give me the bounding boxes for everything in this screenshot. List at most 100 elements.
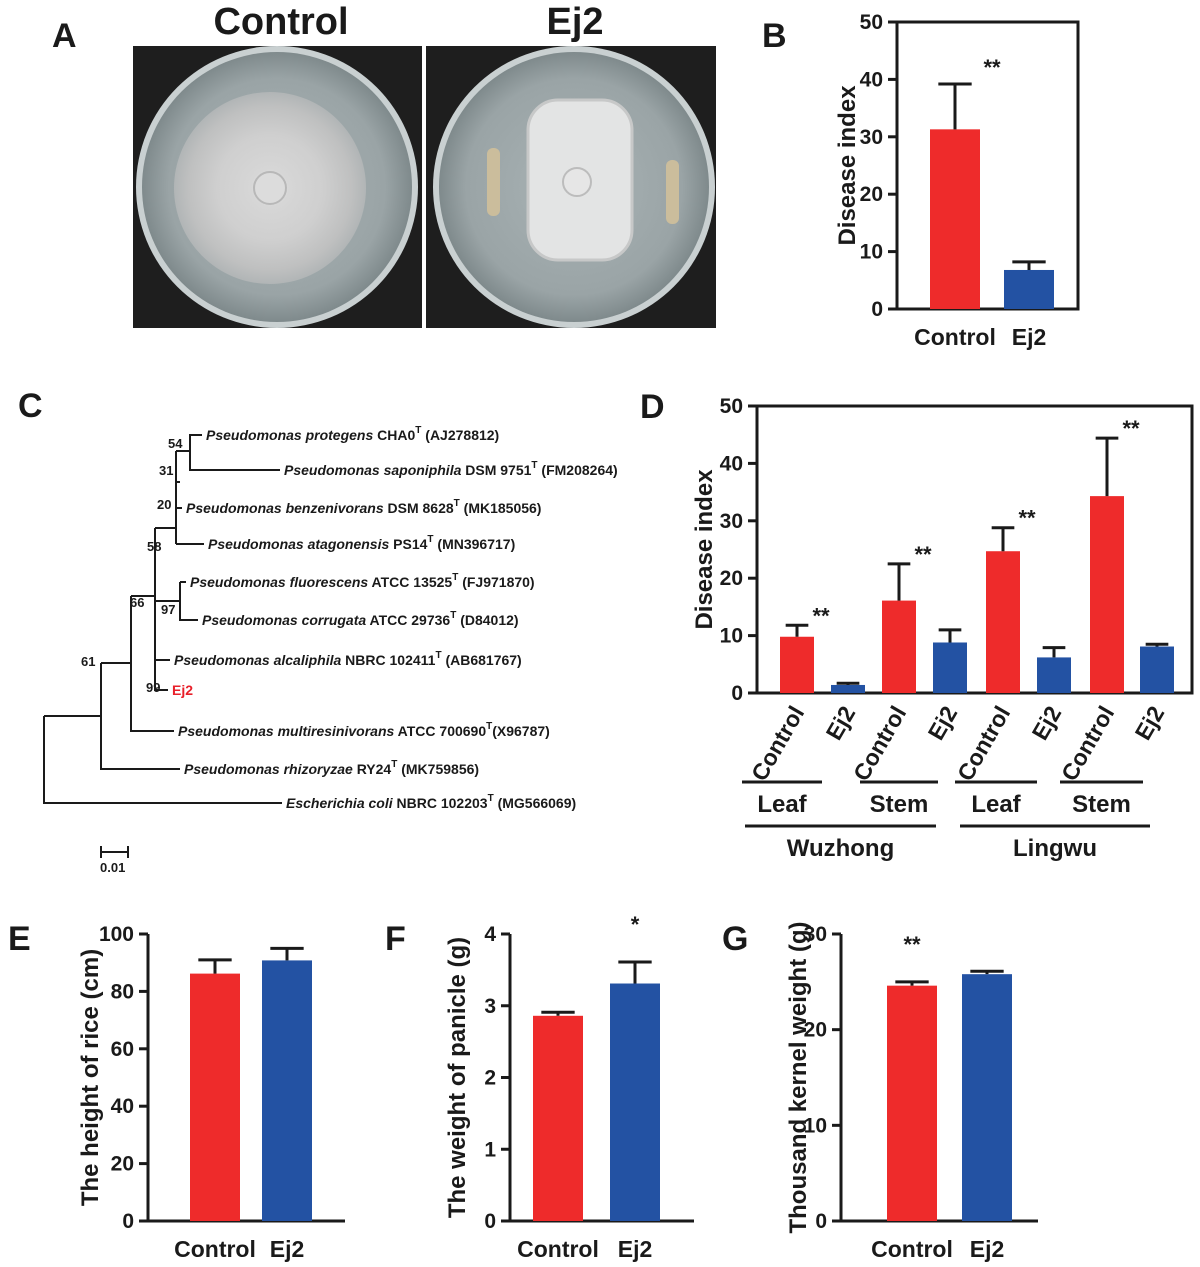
y-tick-label: 50 [860, 11, 883, 34]
y-tick-label: 3 [484, 995, 496, 1018]
taxon-2-accession: (FM208264) [541, 462, 617, 478]
bar [882, 600, 916, 693]
y-tick-label: 0 [484, 1210, 496, 1233]
error-bar [198, 958, 232, 974]
tree-taxon-10: Pseudomonas rhizoryzae RY24T (MK759856) [184, 759, 479, 777]
bootstrap-value: 20 [157, 497, 171, 512]
y-tick-label: 10 [804, 1114, 827, 1137]
scale-bar-label: 0.01 [100, 860, 125, 875]
y-axis-title: Thousand kernel weight (g) [785, 921, 812, 1233]
taxon-3-strain: DSM 8628 [388, 500, 454, 516]
tissue-group-label: Leaf [971, 791, 1021, 818]
tree-taxon-1: Pseudomonas protegens CHA0T (AJ278812) [206, 425, 499, 443]
tree-taxon-5: Pseudomonas fluorescens ATCC 13525T (FJ9… [190, 572, 535, 590]
error-bar [541, 1010, 575, 1016]
plot-frame [755, 404, 1194, 695]
taxon-5-accession: (FJ971870) [462, 574, 534, 590]
x-tick-label: Control [871, 1236, 953, 1262]
tissue-group-label: Leaf [757, 791, 807, 818]
error-bar [270, 946, 304, 961]
photo-title-ej2: Ej2 [546, 1, 603, 43]
error-bar [938, 628, 962, 643]
bar [933, 642, 967, 693]
taxon-10-species: Pseudomonas rhizoryzae [184, 761, 353, 777]
tree-taxon-7: Pseudomonas alcaliphila NBRC 102411T (AB… [174, 650, 522, 668]
tree-taxon-9: Pseudomonas multiresinivorans ATCC 70069… [178, 721, 550, 739]
y-tick-label: 20 [111, 1153, 134, 1176]
plot-frame [895, 20, 1080, 311]
y-tick-label: 30 [804, 923, 827, 946]
bootstrap-value: 58 [147, 539, 161, 554]
x-tick-label: Ej2 [270, 1236, 305, 1262]
tree-taxon-11: Escherichia coli NBRC 102203T (MG566069) [286, 793, 576, 811]
taxon-3-species: Pseudomonas benzenivorans [186, 500, 384, 516]
y-tick-label: 30 [720, 510, 743, 533]
y-tick-label: 4 [484, 923, 496, 946]
tissue-group-label: Stem [1072, 791, 1131, 818]
taxon-3-type: T [454, 498, 460, 509]
taxon-11-species: Escherichia coli [286, 795, 394, 811]
taxon-7-strain: NBRC 102411 [345, 652, 435, 668]
y-tick-label: 10 [720, 625, 743, 648]
site-group-label: Lingwu [1013, 835, 1097, 862]
x-tick-label: Ej2 [970, 1236, 1005, 1262]
y-tick-label: 40 [111, 1095, 134, 1118]
y-tick-label: 20 [804, 1019, 827, 1042]
y-tick-label: 20 [860, 183, 883, 206]
taxon-6-accession: (D84012) [460, 612, 518, 628]
x-tick-label: Ej2 [923, 702, 963, 745]
panel-letter-g: G [722, 920, 748, 958]
y-tick-label: 2 [484, 1067, 496, 1090]
taxon-11-accession: (MG566069) [498, 795, 577, 811]
taxon-7-type: T [435, 650, 441, 661]
chart-e-rice-height: 0 20 40 60 80 100 The height of rice (cm) Contr… [77, 923, 345, 1262]
significance-marker: ** [1122, 416, 1140, 441]
tree-taxon-3: Pseudomonas benzenivorans DSM 8628T (MK1… [186, 498, 541, 516]
x-tick-label: Control [174, 1236, 256, 1262]
taxon-4-accession: (MN396717) [437, 536, 515, 552]
taxon-2-strain: DSM 9751 [465, 462, 531, 478]
y-tick-label: 60 [111, 1038, 134, 1061]
y-tick-label: 80 [111, 980, 134, 1003]
panel-c-phylogenetic-tree: Pseudomonas protegens CHA0T (AJ278812) P… [43, 425, 618, 875]
significance-marker: ** [1018, 506, 1036, 531]
bar [533, 1015, 583, 1221]
tree-taxon-2: Pseudomonas saponiphila DSM 9751T (FM208… [284, 460, 618, 478]
error-bar [938, 82, 972, 130]
taxon-9-accession: (X96787) [492, 723, 550, 739]
y-tick-label: 0 [871, 298, 883, 321]
bootstrap-value: 61 [81, 654, 95, 669]
bar [831, 684, 865, 693]
chart-b-disease-index: 0 10 20 30 40 50 Disease index Control Ej2 ** [834, 11, 1080, 350]
x-tick-label: Ej2 [821, 702, 861, 745]
significance-marker: ** [983, 55, 1001, 80]
x-tick-label: Ej2 [1012, 324, 1047, 350]
taxon-9-strain: ATCC 700690 [398, 723, 487, 739]
bar [887, 985, 937, 1221]
error-bar [1042, 646, 1066, 658]
y-tick-label: 1 [484, 1138, 496, 1161]
taxon-7-accession: (AB681767) [445, 652, 521, 668]
error-bar [991, 526, 1015, 552]
panel-letter-a: A [52, 17, 77, 55]
taxon-4-strain: PS14 [393, 536, 427, 552]
tree-taxon-4: Pseudomonas atagonensis PS14T (MN396717) [208, 534, 515, 552]
bar [1140, 646, 1174, 693]
photo-ej2-plate [426, 46, 716, 328]
error-bar [1012, 260, 1046, 270]
taxon-4-type: T [427, 534, 433, 545]
bar [930, 129, 980, 309]
taxon-2-species: Pseudomonas saponiphila [284, 462, 462, 478]
panel-letter-f: F [385, 920, 406, 958]
taxon-1-species: Pseudomonas protegens [206, 427, 373, 443]
y-axis-title: Disease index [834, 85, 861, 246]
bar [986, 551, 1020, 693]
tissue-group-label: Stem [870, 791, 929, 818]
taxon-5-strain: ATCC 13525 [372, 574, 453, 590]
error-bar [836, 681, 860, 685]
taxon-7-species: Pseudomonas alcaliphila [174, 652, 341, 668]
error-bar [785, 623, 809, 637]
taxon-10-accession: (MK759856) [401, 761, 479, 777]
chart-f-panicle-weight: 0 1 2 3 4 The weight of panicle (g) Control Ej2… [444, 912, 694, 1262]
